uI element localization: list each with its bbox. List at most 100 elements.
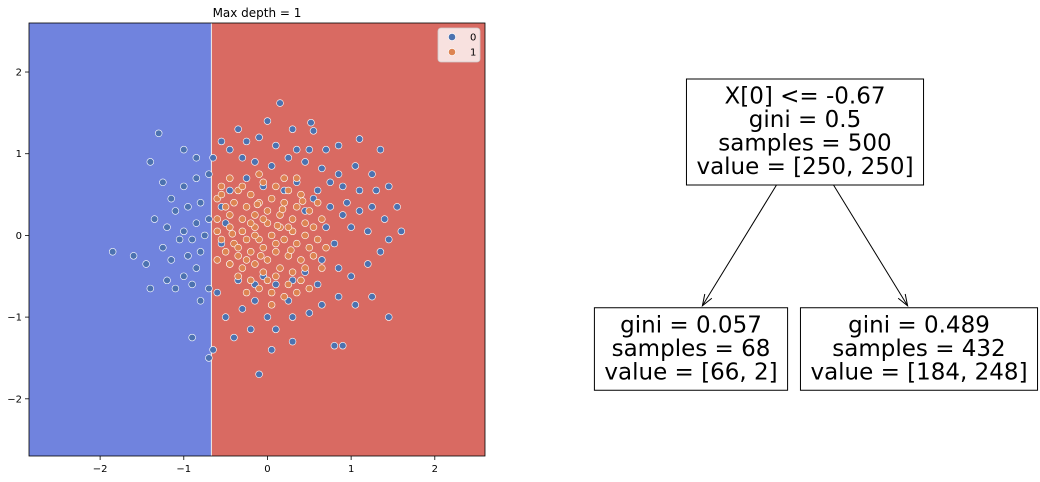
point-class-0 <box>192 174 201 182</box>
point-class-1 <box>267 301 276 309</box>
point-class-1 <box>313 199 322 207</box>
point-class-1 <box>297 256 305 264</box>
point-class-1 <box>280 199 288 207</box>
point-class-0 <box>339 182 347 191</box>
tree-edge <box>701 184 777 307</box>
legend-marker-0 <box>448 33 456 41</box>
tree-node-line: samples = 68 <box>612 336 771 362</box>
point-class-0 <box>230 333 238 342</box>
point-class-0 <box>180 182 188 191</box>
point-class-0 <box>234 125 242 133</box>
point-class-1 <box>238 182 247 191</box>
tree-node-box <box>685 78 925 186</box>
tree-node-line: X[0] <= -0.67 <box>724 84 885 110</box>
point-class-0 <box>351 301 360 309</box>
point-class-1 <box>226 211 234 219</box>
point-class-0 <box>326 178 334 187</box>
point-class-0 <box>205 215 213 223</box>
tree-node-box <box>593 307 789 391</box>
point-class-0 <box>376 145 385 154</box>
point-class-1 <box>287 246 295 254</box>
point-class-0 <box>293 145 301 154</box>
point-class-1 <box>247 276 255 285</box>
point-class-1 <box>257 252 265 260</box>
point-class-1 <box>263 207 272 215</box>
point-class-0 <box>217 137 226 146</box>
tree-node-line: samples = 432 <box>832 336 1005 362</box>
y-axis: −2 −1 0 1 2 <box>7 68 29 405</box>
point-class-0 <box>205 354 213 362</box>
tree-node-line: value = [66, 2] <box>604 359 777 385</box>
point-class-0 <box>318 164 326 173</box>
point-class-0 <box>205 284 213 293</box>
region-class-0 <box>29 23 212 456</box>
point-class-0 <box>393 203 401 211</box>
point-class-1 <box>298 197 307 205</box>
legend: 01 <box>437 27 481 63</box>
point-class-0 <box>322 145 330 154</box>
point-class-0 <box>251 297 259 305</box>
point-class-1 <box>234 252 242 260</box>
point-class-1 <box>305 284 313 293</box>
point-class-0 <box>288 313 297 321</box>
tree-edge-arrowhead <box>701 293 713 307</box>
point-class-1 <box>293 203 301 211</box>
point-class-0 <box>251 158 259 166</box>
point-class-0 <box>284 154 293 162</box>
point-class-0 <box>142 260 150 268</box>
point-class-0 <box>221 313 230 321</box>
point-class-1 <box>247 248 255 256</box>
point-class-1 <box>263 256 272 264</box>
point-class-0 <box>175 235 184 244</box>
point-class-1 <box>230 199 238 207</box>
point-class-1 <box>228 230 237 238</box>
plot-frame <box>28 22 486 457</box>
point-class-0 <box>242 174 251 182</box>
point-class-0 <box>146 158 155 166</box>
point-class-1 <box>247 190 255 199</box>
point-class-1 <box>280 235 288 244</box>
point-class-0 <box>351 162 360 170</box>
point-class-0 <box>334 264 343 272</box>
point-class-1 <box>318 215 326 223</box>
point-class-0 <box>322 223 330 231</box>
x-tick-label: 1 <box>348 464 354 475</box>
point-class-1 <box>284 280 293 289</box>
point-class-0 <box>339 342 347 350</box>
point-class-0 <box>180 227 188 236</box>
point-class-1 <box>272 272 280 280</box>
point-class-1 <box>213 227 221 236</box>
point-class-1 <box>242 288 251 297</box>
x-tick-label: −2 <box>93 464 108 475</box>
point-class-1 <box>309 252 318 260</box>
point-class-0 <box>288 125 297 133</box>
point-class-0 <box>305 145 313 154</box>
point-class-0 <box>355 135 364 143</box>
point-class-0 <box>288 337 297 346</box>
point-class-0 <box>184 252 192 260</box>
point-class-1 <box>251 231 259 240</box>
point-class-0 <box>330 239 339 248</box>
tree-node-line: gini = 0.057 <box>620 312 762 338</box>
point-class-0 <box>255 370 263 379</box>
point-class-1 <box>238 215 247 223</box>
point-class-0 <box>355 207 364 215</box>
point-class-1 <box>221 203 230 211</box>
point-class-0 <box>368 170 376 178</box>
point-class-1 <box>226 260 234 268</box>
tree-edge-arrowhead <box>897 293 909 307</box>
point-class-0 <box>167 256 175 264</box>
point-class-0 <box>129 252 138 260</box>
point-class-0 <box>263 313 272 321</box>
point-class-0 <box>272 141 280 150</box>
point-class-1 <box>273 221 282 230</box>
point-class-0 <box>171 284 180 293</box>
point-class-0 <box>305 309 313 317</box>
point-class-0 <box>364 260 372 268</box>
point-class-1 <box>288 215 297 223</box>
tree-edge <box>833 184 909 307</box>
point-class-0 <box>276 99 284 107</box>
tree-node-line: value = [250, 250] <box>696 154 913 180</box>
